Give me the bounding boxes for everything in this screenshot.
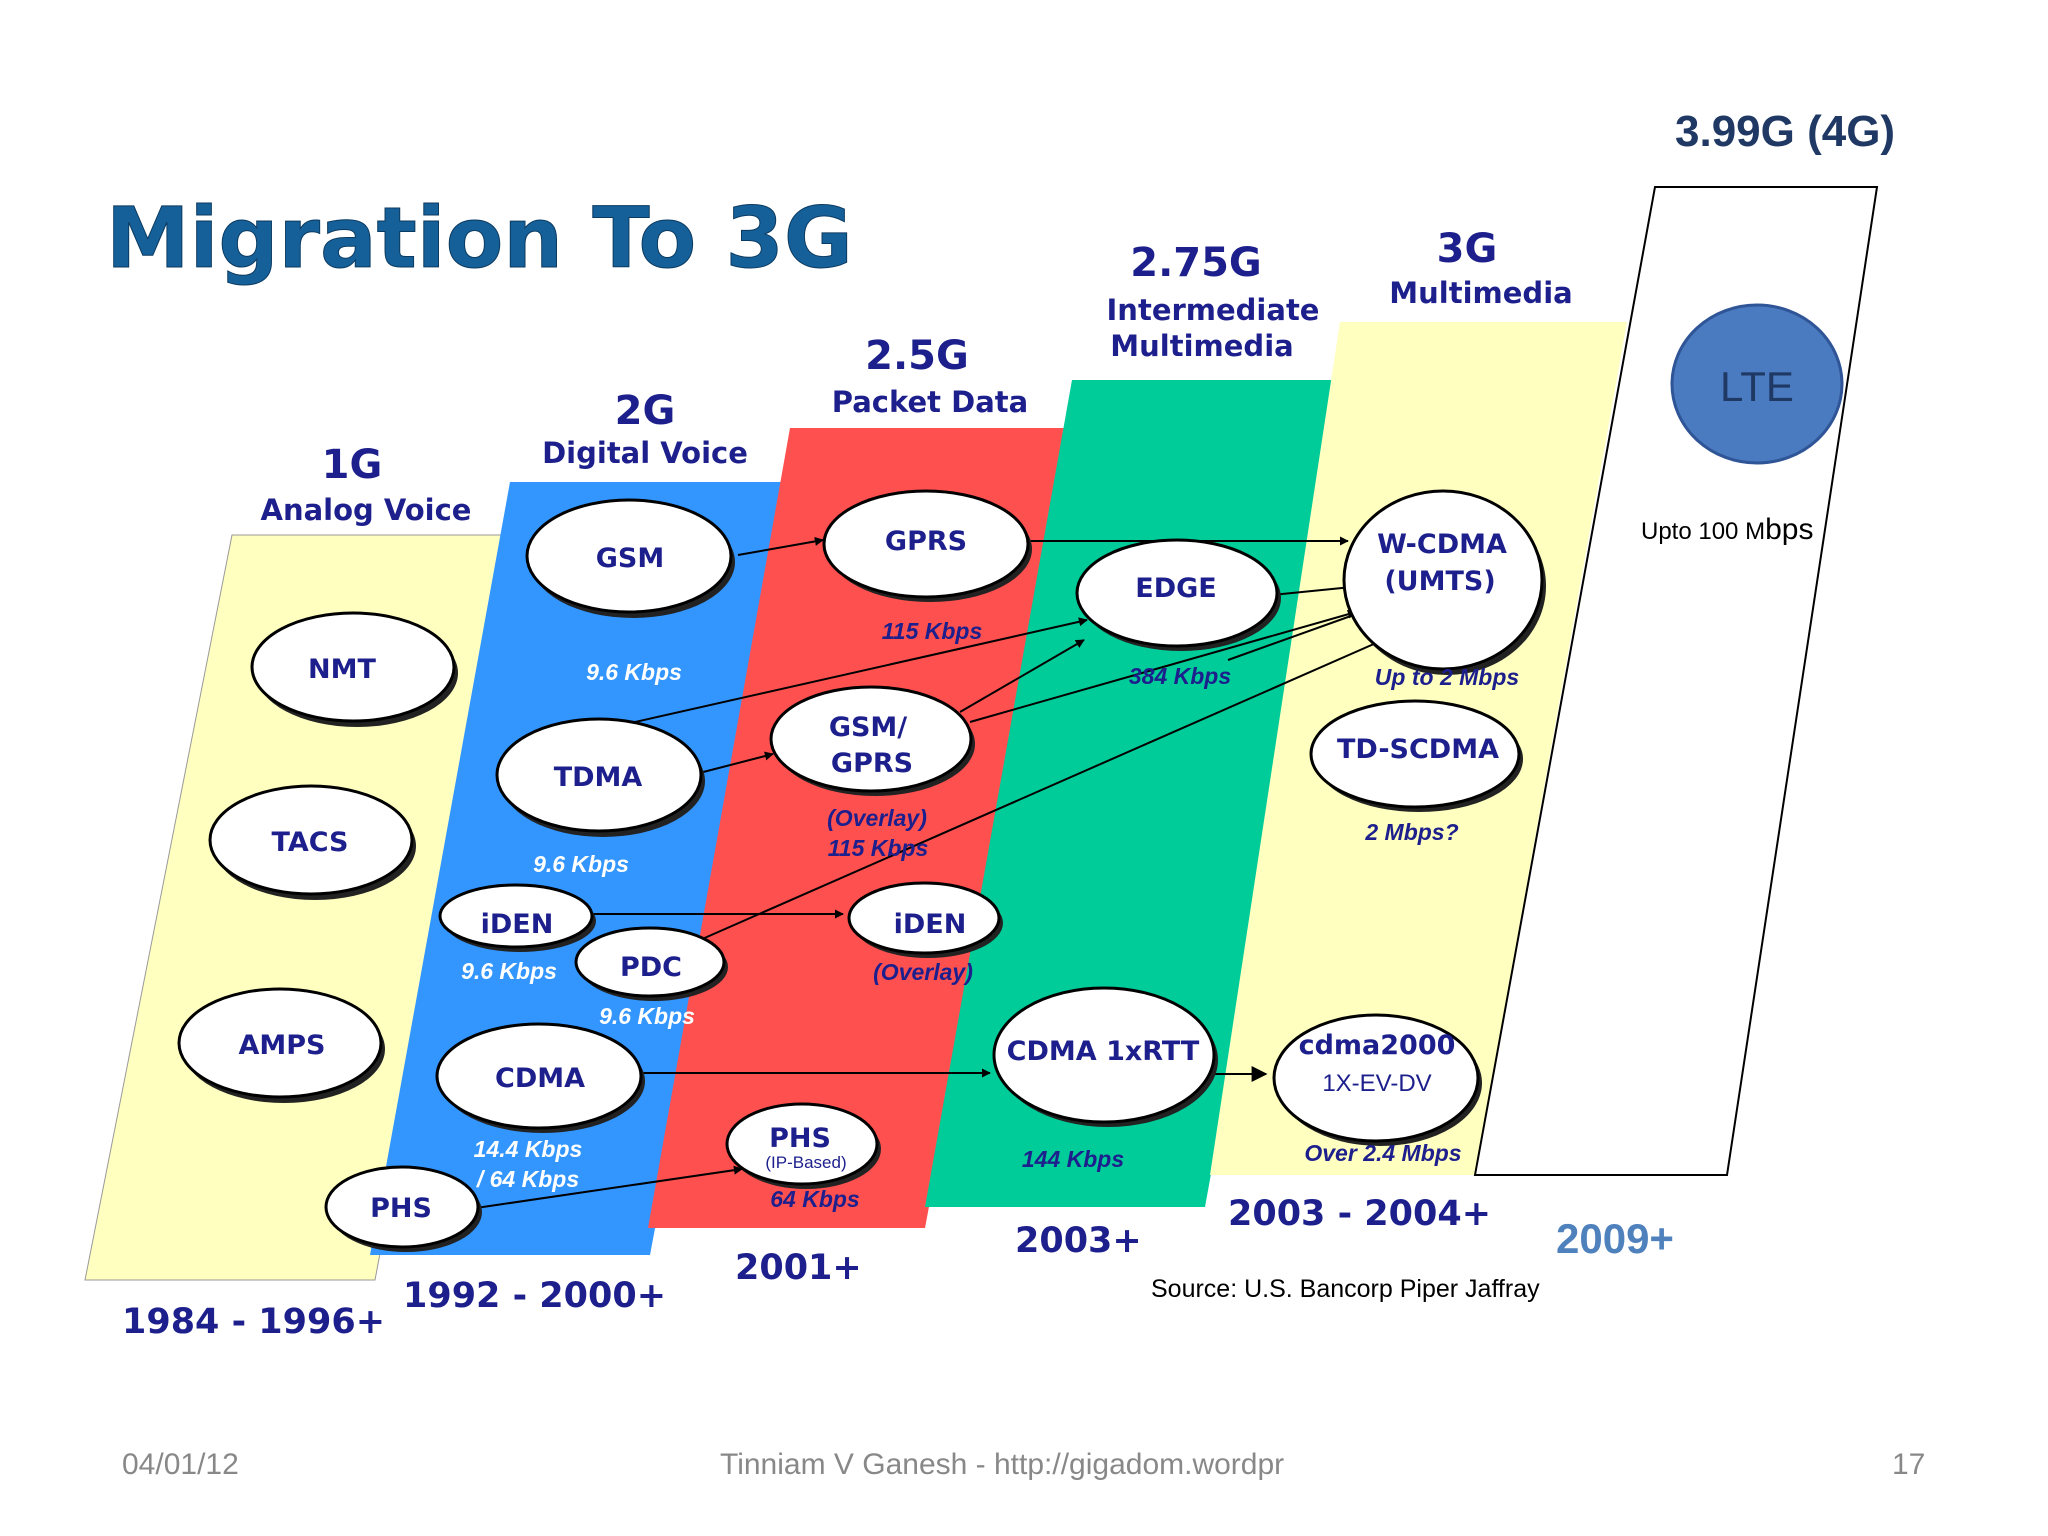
year-labels: 1984 - 1996+ 1992 - 2000+ 2001+ 2003+ 20…: [122, 1194, 1491, 1342]
footer-date: 04/01/12: [122, 1448, 239, 1481]
footer-author: Tinniam V Ganesh - http://gigadom.wordpr: [720, 1448, 1285, 1481]
arrow-phs-phsip: [475, 1165, 743, 1209]
desc-2g: Digital Voice: [542, 436, 748, 470]
slide-title: Migration To 3G: [106, 189, 853, 287]
speed-edge: 384 Kbps: [1129, 663, 1231, 689]
label-wcdma-1: W-CDMA: [1377, 529, 1507, 560]
top-right-label: 3.99G (4G): [1675, 107, 1895, 156]
speed-iden: 9.6 Kbps: [461, 958, 557, 984]
tech-nodes: [177, 489, 1546, 1252]
arrow-gsmgprs-edge: [959, 639, 1085, 713]
node-cdma2000: [1272, 1013, 1480, 1143]
desc-1g: Analog Voice: [261, 493, 472, 527]
label-gprs: GPRS: [885, 526, 967, 557]
node-amps: [177, 987, 383, 1099]
label-cdma2000-1: cdma2000: [1299, 1030, 1456, 1061]
label-wcdma-2: (UMTS): [1384, 566, 1495, 597]
lte-speed: Upto 100 Mbps: [1641, 513, 1813, 546]
label-phs-ip-sub: (IP-Based): [765, 1153, 846, 1172]
node-phs-2g: [324, 1165, 480, 1249]
node-labels: NMT TACS AMPS GSM TDMA iDEN PDC CDMA PHS…: [239, 526, 1507, 1224]
arrow-edge-wcdma: [1271, 583, 1353, 596]
years-25g: 2001+: [735, 1248, 862, 1288]
node-cdma-1xrtt: [992, 986, 1216, 1124]
years-2g: 1992 - 2000+: [403, 1276, 666, 1316]
node-cdma: [435, 1022, 643, 1130]
label-tdma: TDMA: [554, 762, 643, 793]
lte-speed-suffix: bps: [1765, 513, 1813, 546]
source-note: Source: U.S. Bancorp Piper Jaffray: [1151, 1275, 1540, 1303]
node-pdc: [574, 926, 726, 998]
label-gsm-gprs-2: GPRS: [831, 748, 913, 779]
speed-cdma-1xrtt: 144 Kbps: [1022, 1146, 1124, 1172]
desc-275g-line2: Multimedia: [1110, 329, 1293, 363]
desc-3g: Multimedia: [1389, 276, 1572, 310]
node-gsm: [525, 498, 733, 614]
arrow-pdc-wcdma: [699, 635, 1393, 941]
label-gsm: GSM: [596, 543, 664, 574]
speed-gsm-gprs: 115 Kbps: [828, 835, 929, 861]
band-25g: [648, 428, 1075, 1228]
heading-2g: 2G: [615, 388, 676, 434]
speed-td-scdma: 2 Mbps?: [1364, 819, 1458, 845]
node-wcdma: [1342, 489, 1544, 671]
speed-cdma2000: Over 2.4 Mbps: [1304, 1140, 1461, 1166]
arrow-tdma-edge: [612, 617, 1088, 728]
node-iden-25g: [847, 881, 1001, 955]
heading-3g: 3G: [1437, 226, 1498, 272]
label-iden-2g: iDEN: [481, 909, 554, 940]
label-cdma-1xrtt: CDMA 1xRTT: [1007, 1036, 1200, 1067]
heading-25g: 2.5G: [865, 333, 969, 379]
label-phs-2g: PHS: [370, 1193, 432, 1224]
label-cdma: CDMA: [495, 1063, 585, 1094]
arrow-gsmgprs-wcdma: [969, 609, 1357, 723]
speed-tdma: 9.6 Kbps: [533, 851, 629, 877]
label-pdc: PDC: [620, 952, 682, 983]
node-nmt: [250, 611, 456, 723]
label-iden-25g: iDEN: [894, 909, 967, 940]
speed-labels: 9.6 Kbps 9.6 Kbps 9.6 Kbps 9.6 Kbps 14.4…: [461, 618, 1519, 1212]
node-phs-ip: [725, 1102, 879, 1186]
speed-cdma-1: 14.4 Kbps: [474, 1136, 583, 1162]
node-tdma: [495, 717, 703, 833]
speed-gsm-gprs-note: (Overlay): [827, 805, 927, 831]
footer-page: 17: [1892, 1448, 1926, 1481]
speed-pdc: 9.6 Kbps: [599, 1003, 695, 1029]
speed-cdma-2: / 64 Kbps: [476, 1166, 579, 1192]
node-gprs: [822, 489, 1030, 599]
node-tacs: [208, 784, 414, 896]
node-lte: [1670, 303, 1844, 465]
label-edge: EDGE: [1135, 573, 1216, 604]
node-gsm-gprs: [769, 685, 973, 793]
years-275g: 2003+: [1015, 1221, 1142, 1261]
speed-gprs: 115 Kbps: [882, 618, 983, 644]
speed-iden-overlay: (Overlay): [873, 959, 973, 985]
label-gsm-gprs-1: GSM/: [829, 712, 907, 743]
speed-wcdma: Up to 2 Mbps: [1375, 664, 1519, 690]
heading-1g: 1G: [322, 442, 383, 488]
arrow-edge-wcdma-2: [1227, 610, 1363, 661]
node-edge: [1075, 538, 1279, 648]
years-3g: 2003 - 2004+: [1228, 1194, 1491, 1234]
label-amps: AMPS: [239, 1030, 326, 1061]
desc-275g-line1: Intermediate: [1107, 293, 1320, 327]
label-tacs: TACS: [272, 827, 349, 858]
node-td-scdma: [1309, 699, 1521, 809]
node-iden-2g: [438, 883, 594, 949]
desc-25g: Packet Data: [832, 385, 1028, 419]
lte-label: LTE: [1720, 363, 1794, 410]
speed-gsm: 9.6 Kbps: [586, 659, 682, 685]
arrow-gsm-gprs: [737, 536, 824, 556]
label-td-scdma: TD-SCDMA: [1337, 734, 1499, 765]
label-phs-ip: PHS: [769, 1123, 831, 1154]
years-4g: 2009+: [1556, 1215, 1674, 1262]
heading-275g: 2.75G: [1130, 240, 1262, 286]
label-cdma2000-2: 1X-EV-DV: [1322, 1070, 1431, 1097]
lte-speed-prefix: Upto 100 M: [1641, 518, 1765, 545]
label-nmt: NMT: [308, 654, 376, 685]
speed-phs-ip: 64 Kbps: [770, 1186, 859, 1212]
years-1g: 1984 - 1996+: [122, 1302, 385, 1342]
